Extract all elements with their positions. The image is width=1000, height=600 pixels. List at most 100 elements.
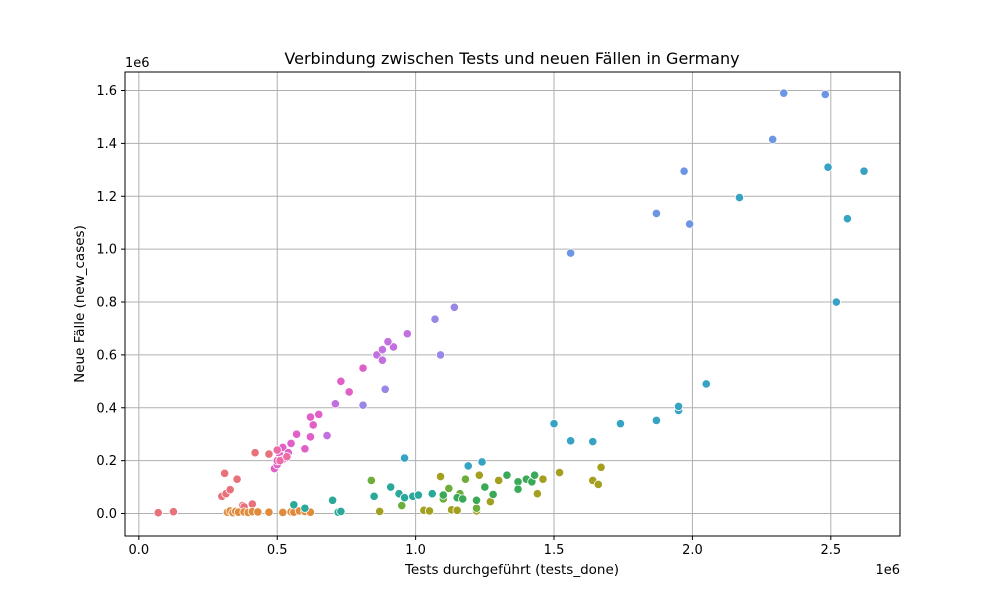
y-tick-label: 0.0 (96, 507, 117, 522)
data-point (651, 208, 662, 219)
y-tick-label: 0.4 (96, 401, 117, 416)
grid (125, 72, 900, 536)
x-tick-label: 0.0 (128, 543, 149, 558)
series-group (289, 482, 437, 517)
y-axis-ticks: 0.0 0.2 0.4 0.6 0.8 1.0 1.2 1.4 1.6 (96, 84, 125, 522)
y-tick-label: 0.2 (96, 454, 117, 469)
y-axis-exponent: 1e6 (125, 56, 150, 71)
data-point (168, 507, 179, 517)
data-point (225, 485, 235, 495)
data-point (502, 470, 512, 480)
data-point (153, 508, 163, 518)
data-point (358, 400, 368, 410)
data-point (477, 457, 487, 467)
data-point (458, 494, 468, 504)
x-tick-label: 2.0 (682, 543, 703, 558)
data-point (232, 474, 242, 484)
chart-title: Verbindung zwischen Tests und neuen Fäll… (284, 49, 739, 68)
data-point (399, 493, 410, 503)
data-point (292, 429, 302, 439)
data-point (424, 506, 435, 516)
data-point (380, 384, 390, 394)
data-point (530, 470, 540, 480)
data-point (430, 314, 440, 324)
data-point (247, 499, 257, 509)
y-tick-label: 1.4 (96, 137, 117, 152)
data-point (554, 467, 565, 478)
data-point (685, 219, 695, 229)
data-point (336, 506, 346, 517)
data-point (538, 474, 548, 484)
data-point (264, 507, 274, 517)
series-group (399, 162, 869, 471)
data-point (388, 342, 399, 352)
data-point (463, 461, 473, 471)
data-point (308, 420, 318, 430)
data-point (427, 489, 437, 499)
data-point (768, 134, 778, 145)
data-point (779, 88, 789, 98)
data-points (153, 88, 869, 518)
series-group (566, 88, 830, 258)
x-tick-label: 1.0 (405, 543, 426, 558)
data-point (488, 489, 498, 500)
data-point (264, 449, 274, 459)
plot-frame (124, 71, 901, 537)
data-point (679, 166, 689, 176)
x-axis-exponent: 1e6 (875, 563, 900, 578)
data-point (820, 89, 830, 100)
data-point (435, 350, 446, 360)
series-group (153, 448, 274, 518)
data-point (358, 363, 368, 373)
data-point (444, 483, 454, 494)
data-point (842, 214, 853, 224)
x-tick-label: 2.5 (820, 543, 841, 558)
data-point (372, 350, 382, 360)
series-group (272, 445, 292, 466)
data-point (471, 503, 482, 513)
data-point (532, 489, 543, 499)
data-point (651, 415, 662, 426)
data-point (278, 507, 288, 518)
data-point (480, 482, 490, 492)
data-point (494, 475, 504, 486)
data-point (831, 297, 841, 307)
data-point (399, 453, 410, 463)
data-point (377, 345, 388, 355)
data-point (300, 503, 310, 513)
data-point (397, 500, 407, 511)
data-point (588, 437, 598, 447)
x-tick-label: 1.5 (544, 543, 565, 558)
data-point (823, 162, 833, 172)
data-point (330, 399, 340, 409)
data-point (289, 500, 299, 510)
data-point (435, 471, 446, 482)
data-point (474, 470, 484, 480)
x-axis-label: Tests durchgeführt (tests_done) (404, 562, 619, 578)
data-point (734, 192, 745, 203)
data-point (438, 490, 448, 500)
data-point (566, 248, 576, 258)
data-point (549, 419, 559, 429)
series-group (375, 462, 606, 517)
series-group (358, 302, 459, 410)
y-tick-label: 1.2 (96, 190, 117, 205)
x-axis-ticks: 0.0 0.5 1.0 1.5 2.0 2.5 (128, 536, 841, 558)
data-point (513, 484, 523, 494)
data-point (377, 355, 388, 365)
data-point (275, 456, 285, 466)
data-point (413, 490, 423, 500)
data-point (460, 474, 471, 484)
data-point (305, 412, 316, 422)
data-point (471, 495, 482, 505)
data-point (305, 432, 316, 442)
data-point (449, 302, 459, 312)
data-point (366, 475, 376, 486)
data-point (220, 468, 230, 478)
x-tick-label: 0.5 (267, 543, 288, 558)
data-point (383, 337, 393, 347)
data-point (452, 505, 462, 515)
data-point (402, 329, 412, 339)
data-point (327, 495, 338, 505)
